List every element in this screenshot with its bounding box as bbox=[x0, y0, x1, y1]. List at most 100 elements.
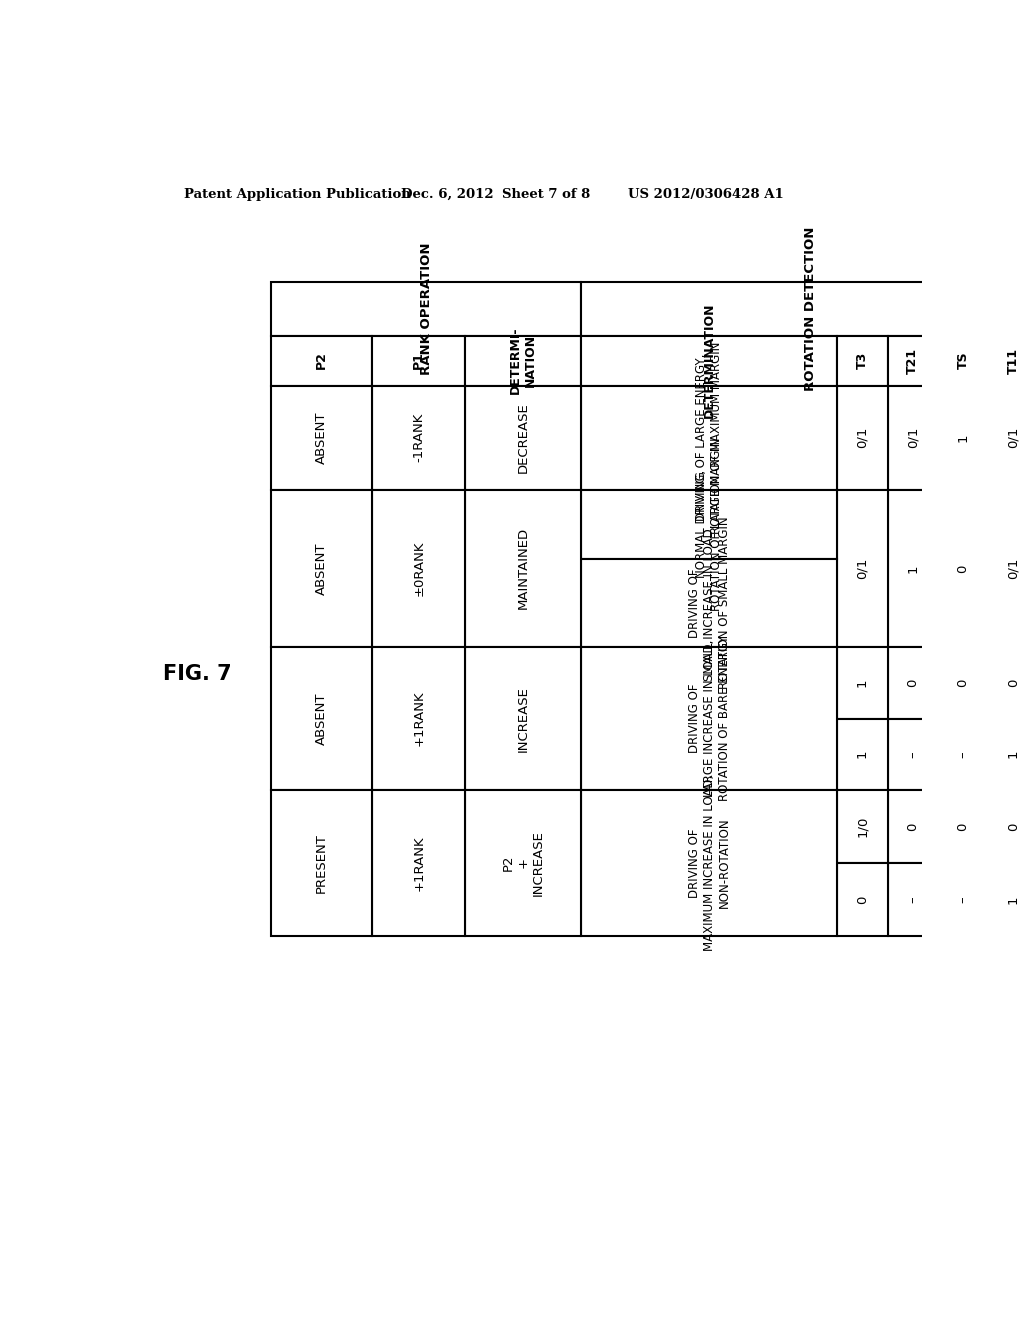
Bar bbox=[582, 281, 1024, 335]
Text: 0: 0 bbox=[956, 822, 970, 830]
Text: 0: 0 bbox=[1007, 678, 1020, 688]
Text: MAINTAINED: MAINTAINED bbox=[517, 528, 529, 610]
Bar bbox=[838, 385, 888, 490]
Bar bbox=[582, 335, 838, 385]
Bar bbox=[888, 385, 938, 490]
Text: 0/1: 0/1 bbox=[856, 426, 868, 449]
Bar bbox=[465, 490, 582, 647]
Text: +1RANK: +1RANK bbox=[412, 836, 425, 891]
Text: DRIVING OF
SMALL INCREASE IN LOAD,
ROTATION OF SMALL MARGIN: DRIVING OF SMALL INCREASE IN LOAD, ROTAT… bbox=[688, 517, 731, 689]
Bar bbox=[838, 490, 888, 647]
Bar bbox=[271, 281, 582, 335]
Bar bbox=[271, 647, 372, 789]
Text: T11: T11 bbox=[1007, 347, 1020, 374]
Text: –: – bbox=[956, 896, 970, 903]
Bar bbox=[465, 335, 582, 385]
Text: 0/1: 0/1 bbox=[1007, 558, 1020, 579]
Text: 0: 0 bbox=[856, 895, 868, 904]
Text: 1: 1 bbox=[856, 678, 868, 688]
Bar bbox=[938, 789, 988, 863]
Bar bbox=[838, 863, 888, 936]
Text: 0/1: 0/1 bbox=[1007, 426, 1020, 449]
Bar bbox=[888, 647, 938, 718]
Bar bbox=[372, 789, 465, 936]
Text: 1/0: 1/0 bbox=[856, 816, 868, 837]
Text: ABSENT: ABSENT bbox=[315, 692, 329, 744]
Bar bbox=[271, 335, 372, 385]
Bar bbox=[838, 718, 888, 789]
Text: –: – bbox=[906, 751, 920, 758]
Text: 0: 0 bbox=[956, 564, 970, 573]
Bar bbox=[582, 647, 838, 789]
Bar bbox=[838, 789, 888, 863]
Text: –: – bbox=[956, 751, 970, 758]
Text: 1: 1 bbox=[956, 433, 970, 442]
Bar bbox=[888, 718, 938, 789]
Text: 0: 0 bbox=[906, 678, 920, 688]
Text: 1: 1 bbox=[856, 750, 868, 759]
Text: Dec. 6, 2012: Dec. 6, 2012 bbox=[400, 187, 494, 201]
Text: Patent Application Publication: Patent Application Publication bbox=[183, 187, 411, 201]
Text: PRESENT: PRESENT bbox=[315, 833, 329, 892]
Bar bbox=[372, 490, 465, 647]
Text: ROTATION DETECTION: ROTATION DETECTION bbox=[804, 226, 816, 391]
Bar bbox=[465, 789, 582, 936]
Text: T3: T3 bbox=[856, 352, 868, 370]
Text: 0: 0 bbox=[906, 822, 920, 830]
Bar bbox=[271, 490, 372, 647]
Text: DRIVING OF LARGE ENERGY,
ROTATION OF MAXIMUM MARGIN: DRIVING OF LARGE ENERGY, ROTATION OF MAX… bbox=[695, 342, 723, 533]
Bar bbox=[582, 490, 838, 558]
Text: +1RANK: +1RANK bbox=[412, 690, 425, 746]
Text: –: – bbox=[906, 896, 920, 903]
Text: 0/1: 0/1 bbox=[856, 558, 868, 579]
Text: ±0RANK: ±0RANK bbox=[412, 541, 425, 597]
Bar bbox=[372, 647, 465, 789]
Bar bbox=[271, 789, 372, 936]
Text: DETERMI-
NATION: DETERMI- NATION bbox=[509, 327, 538, 395]
Bar bbox=[888, 335, 938, 385]
Bar bbox=[938, 647, 988, 718]
Text: P2: P2 bbox=[315, 351, 329, 370]
Text: FIG. 7: FIG. 7 bbox=[163, 664, 231, 684]
Text: -1RANK: -1RANK bbox=[412, 413, 425, 462]
Bar bbox=[838, 335, 888, 385]
Text: INCREASE: INCREASE bbox=[517, 685, 529, 751]
Text: T21: T21 bbox=[906, 347, 920, 374]
Text: DRIVING OF
LARGE INCREASE IN LOAD,
ROTATION OF BARE ENERGY: DRIVING OF LARGE INCREASE IN LOAD, ROTAT… bbox=[688, 636, 731, 801]
Text: Sheet 7 of 8: Sheet 7 of 8 bbox=[502, 187, 590, 201]
Text: 1: 1 bbox=[906, 564, 920, 573]
Text: RANK OPERATION: RANK OPERATION bbox=[420, 243, 433, 375]
Text: 1: 1 bbox=[1007, 750, 1020, 759]
Text: DECREASE: DECREASE bbox=[517, 403, 529, 473]
Bar bbox=[465, 647, 582, 789]
Text: DRIVING OF
MAXIMUM INCREASE IN LOAD,
NON-ROTATION: DRIVING OF MAXIMUM INCREASE IN LOAD, NON… bbox=[688, 775, 731, 952]
Bar bbox=[888, 863, 938, 936]
Bar bbox=[988, 863, 1024, 936]
Bar bbox=[938, 490, 988, 647]
Bar bbox=[988, 789, 1024, 863]
Bar bbox=[888, 490, 938, 647]
Text: 0: 0 bbox=[1007, 822, 1020, 830]
Bar bbox=[582, 558, 838, 647]
Text: 0: 0 bbox=[956, 678, 970, 688]
Bar bbox=[838, 647, 888, 718]
Bar bbox=[582, 385, 838, 490]
Bar bbox=[465, 385, 582, 490]
Text: 0/1: 0/1 bbox=[906, 426, 920, 449]
Bar bbox=[988, 385, 1024, 490]
Bar bbox=[582, 789, 838, 936]
Bar bbox=[938, 863, 988, 936]
Bar bbox=[938, 385, 988, 490]
Text: 1: 1 bbox=[1007, 895, 1020, 904]
Bar bbox=[988, 718, 1024, 789]
Text: DETERMINATION: DETERMINATION bbox=[702, 302, 716, 418]
Bar bbox=[988, 647, 1024, 718]
Bar bbox=[888, 789, 938, 863]
Text: ABSENT: ABSENT bbox=[315, 412, 329, 463]
Text: US 2012/0306428 A1: US 2012/0306428 A1 bbox=[628, 187, 783, 201]
Text: ABSENT: ABSENT bbox=[315, 543, 329, 595]
Bar bbox=[988, 490, 1024, 647]
Bar bbox=[372, 385, 465, 490]
Bar bbox=[938, 718, 988, 789]
Text: TS: TS bbox=[956, 351, 970, 370]
